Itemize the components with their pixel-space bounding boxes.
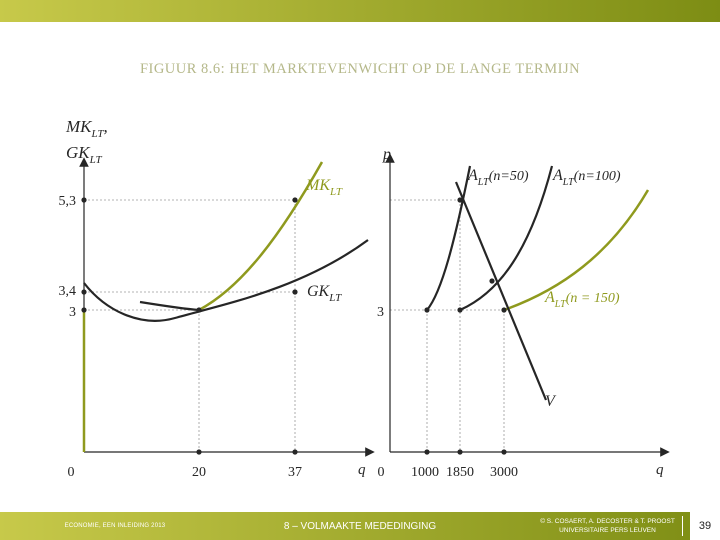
point-supply-start-n50: [424, 307, 430, 313]
supply-curve-n150: [503, 189, 650, 312]
supply-curve-n50: [426, 165, 472, 311]
footer-credits-publisher: UNIVERSITAIRE PERS LEUVEN: [559, 527, 656, 534]
left-y-axis-label-gk: GKLT: [66, 143, 103, 166]
point-q37: [292, 449, 298, 455]
point-q1850: [457, 449, 463, 455]
right-panel: p q 3 0 1000 1850 3000 ALT(n=50) ALT(n=1…: [377, 146, 670, 480]
right-x-tick-3000: 3000: [490, 465, 518, 480]
point-gk-37: [292, 289, 298, 295]
left-x-tick-20: 20: [192, 465, 206, 480]
point-min-gk: [196, 307, 202, 313]
point-q3000: [501, 449, 507, 455]
point-p-5-3: [457, 197, 463, 203]
left-x-axis-label: q: [358, 462, 366, 478]
point-5-3: [81, 197, 87, 203]
right-x-tick-1850: 1850: [446, 465, 474, 480]
left-panel: MKLT, GKLT 5,3 3,4 3 0 20 37 q MKLT GKLT: [59, 117, 375, 480]
mk-curve-label: MKLT: [305, 177, 343, 198]
left-y-tick-3-4: 3,4: [59, 284, 77, 299]
demand-label: V: [545, 393, 557, 410]
supply-n100-label: ALT(n=100): [552, 167, 621, 188]
left-y-tick-5-3: 5,3: [59, 194, 77, 209]
right-y-axis-label: p: [382, 146, 391, 163]
right-y-tick-3: 3: [377, 305, 384, 320]
point-q20: [196, 449, 202, 455]
footer-bar: ECONOMIE, EEN INLEIDING 2013 8 – VOLMAAK…: [0, 512, 720, 540]
left-x-tick-37: 37: [288, 465, 302, 480]
gk-curve: [83, 239, 369, 322]
point-mk-37: [292, 197, 298, 203]
footer-divider: [682, 516, 683, 536]
point-equilibrium: [501, 307, 507, 313]
gk-curve-label: GKLT: [307, 283, 342, 304]
point-intersection-n100: [489, 278, 495, 284]
supply-n50-label: ALT(n=50): [467, 167, 529, 188]
right-x-tick-1000: 1000: [411, 465, 439, 480]
point-3-4: [81, 289, 87, 295]
supply-n150-label: ALT(n = 150): [544, 289, 620, 310]
footer-credits-authors: © S. COSAERT, A. DECOSTER & T. PROOST: [540, 518, 675, 525]
right-origin-label: 0: [378, 465, 385, 480]
point-supply-start-n100: [457, 307, 463, 313]
left-y-tick-3: 3: [69, 305, 76, 320]
point-3: [81, 307, 87, 313]
footer-book-title: ECONOMIE, EEN INLEIDING 2013: [64, 523, 166, 529]
footer-chapter-title: 8 – VOLMAAKTE MEDEDINGING: [283, 520, 437, 532]
right-x-axis-label: q: [656, 462, 664, 478]
mk-curve-upper: [198, 161, 324, 312]
point-q1000: [424, 449, 430, 455]
footer-credits: © S. COSAERT, A. DECOSTER & T. PROOST UN…: [525, 512, 690, 540]
mk-curve-lower: [139, 300, 200, 312]
market-equilibrium-figure: MKLT, GKLT 5,3 3,4 3 0 20 37 q MKLT GKLT: [59, 117, 670, 480]
left-y-axis-label-mk: MKLT,: [65, 117, 108, 140]
slide-title: FIGUUR 8.6: HET MARKTEVENWICHT OP DE LAN…: [139, 61, 581, 77]
supply-curve-n100: [459, 165, 554, 312]
top-accent-bar: [0, 0, 720, 22]
page-number: 39: [690, 512, 720, 540]
demand-curve: [454, 181, 548, 401]
left-origin-label: 0: [68, 465, 75, 480]
